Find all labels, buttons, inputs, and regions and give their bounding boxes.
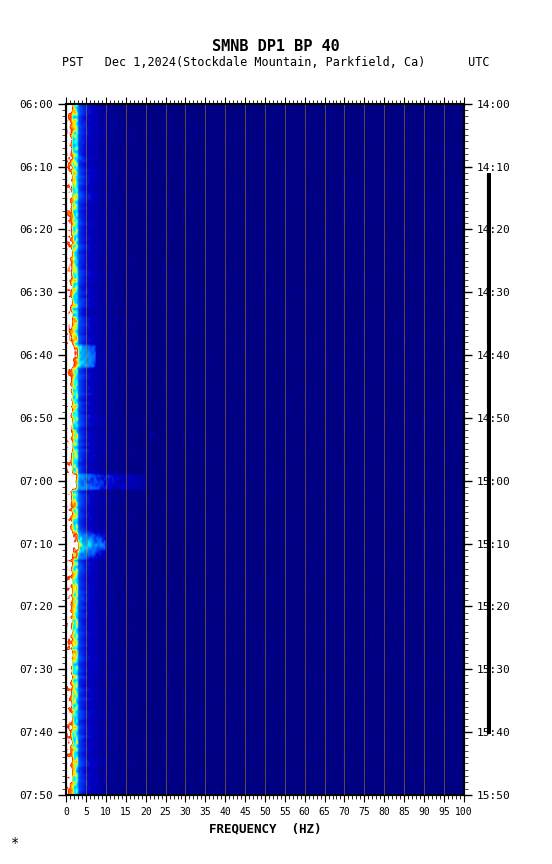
Text: *: * xyxy=(11,835,19,849)
Text: PST   Dec 1,2024(Stockdale Mountain, Parkfield, Ca)      UTC: PST Dec 1,2024(Stockdale Mountain, Parkf… xyxy=(62,56,490,69)
X-axis label: FREQUENCY  (HZ): FREQUENCY (HZ) xyxy=(209,823,321,835)
Text: SMNB DP1 BP 40: SMNB DP1 BP 40 xyxy=(212,39,340,54)
